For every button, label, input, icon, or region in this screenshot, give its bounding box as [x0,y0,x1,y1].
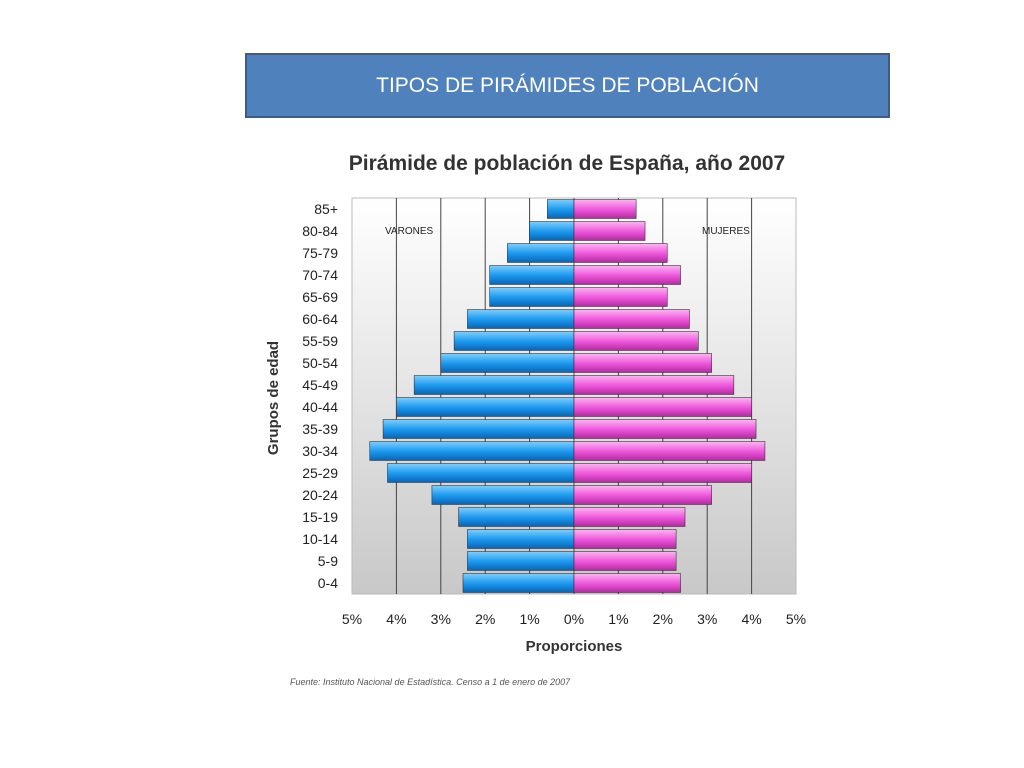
bar-mujeres-85+ [573,199,637,219]
y-tick-label: 65-69 [302,289,338,305]
bar-varones-75-79 [507,243,575,263]
bar-varones-50-54 [440,353,575,373]
y-tick-label: 30-34 [302,443,338,459]
bar-mujeres-75-79 [573,243,668,263]
chart-title: Pirámide de población de España, año 200… [349,152,785,175]
bar-varones-45-49 [413,375,575,395]
y-tick-label: 25-29 [302,465,338,481]
y-tick-label: 75-79 [302,245,338,261]
x-tick-label: 3% [431,611,451,627]
bar-varones-10-14 [467,529,575,549]
bar-mujeres-15-19 [573,507,686,527]
x-tick-labels: 5% 4% 3% 2% 1% 0% 1% 2% 3% 4% 5% [342,611,806,627]
slide-title: TIPOS DE PIRÁMIDES DE POBLACIÓN [245,53,890,118]
y-tick-label: 50-54 [302,355,338,371]
y-tick-labels: 0-4 5-9 10-14 15-19 20-24 25-29 30-34 35-39 40-4… [302,201,338,591]
bar-varones-60-64 [467,309,575,329]
bar-varones-70-74 [489,265,575,285]
x-tick-label: 2% [653,611,673,627]
x-tick-label: 3% [697,611,717,627]
bar-mujeres-80-84 [573,221,646,241]
x-axis-label: Proporciones [526,638,623,655]
grid-lines [395,198,753,594]
bar-varones-40-44 [396,397,575,417]
y-tick-label: 35-39 [302,421,338,437]
bar-mujeres-60-64 [573,309,690,329]
y-tick-label: 85+ [314,201,338,217]
bar-mujeres-50-54 [573,353,712,373]
bar-mujeres-10-14 [573,529,677,549]
x-tick-label: 1% [519,611,539,627]
bar-mujeres-5-9 [573,551,677,571]
bar-varones-0-4 [462,573,575,593]
bar-varones-30-34 [369,441,575,461]
bar-varones-5-9 [467,551,575,571]
bar-varones-35-39 [382,419,575,439]
bars [369,199,766,593]
bar-mujeres-35-39 [573,419,757,439]
legend-mujeres: MUJERES [702,226,750,237]
y-tick-label: 5-9 [318,553,338,569]
y-tick-label: 15-19 [302,509,338,525]
source-note: Fuente: Instituto Nacional de Estadístic… [290,677,571,687]
bar-varones-65-69 [489,287,575,307]
y-tick-label: 0-4 [318,575,338,591]
bar-mujeres-30-34 [573,441,766,461]
bar-mujeres-45-49 [573,375,735,395]
y-tick-label: 45-49 [302,377,338,393]
bar-varones-15-19 [458,507,575,527]
bar-varones-25-29 [387,463,575,483]
bar-varones-20-24 [431,485,575,505]
y-tick-label: 70-74 [302,267,338,283]
bar-varones-85+ [547,199,575,219]
bar-mujeres-25-29 [573,463,752,483]
y-tick-label: 10-14 [302,531,338,547]
x-tick-label: 1% [608,611,628,627]
bar-varones-80-84 [529,221,575,241]
x-tick-label: 4% [386,611,406,627]
bar-mujeres-0-4 [573,573,681,593]
x-tick-label: 2% [475,611,495,627]
legend-varones: VARONES [385,226,433,237]
y-tick-label: 80-84 [302,223,338,239]
y-axis-label: Grupos de edad [265,341,282,455]
bar-mujeres-55-59 [573,331,699,351]
x-tick-label: 5% [786,611,806,627]
y-tick-label: 40-44 [302,399,338,415]
y-tick-label: 20-24 [302,487,338,503]
bar-mujeres-65-69 [573,287,668,307]
x-tick-label: 0% [564,611,584,627]
bar-varones-55-59 [453,331,575,351]
bar-mujeres-70-74 [573,265,681,285]
bar-mujeres-40-44 [573,397,752,417]
y-tick-label: 55-59 [302,333,338,349]
x-tick-label: 4% [741,611,761,627]
x-tick-label: 5% [342,611,362,627]
bar-mujeres-20-24 [573,485,712,505]
y-tick-label: 60-64 [302,311,338,327]
